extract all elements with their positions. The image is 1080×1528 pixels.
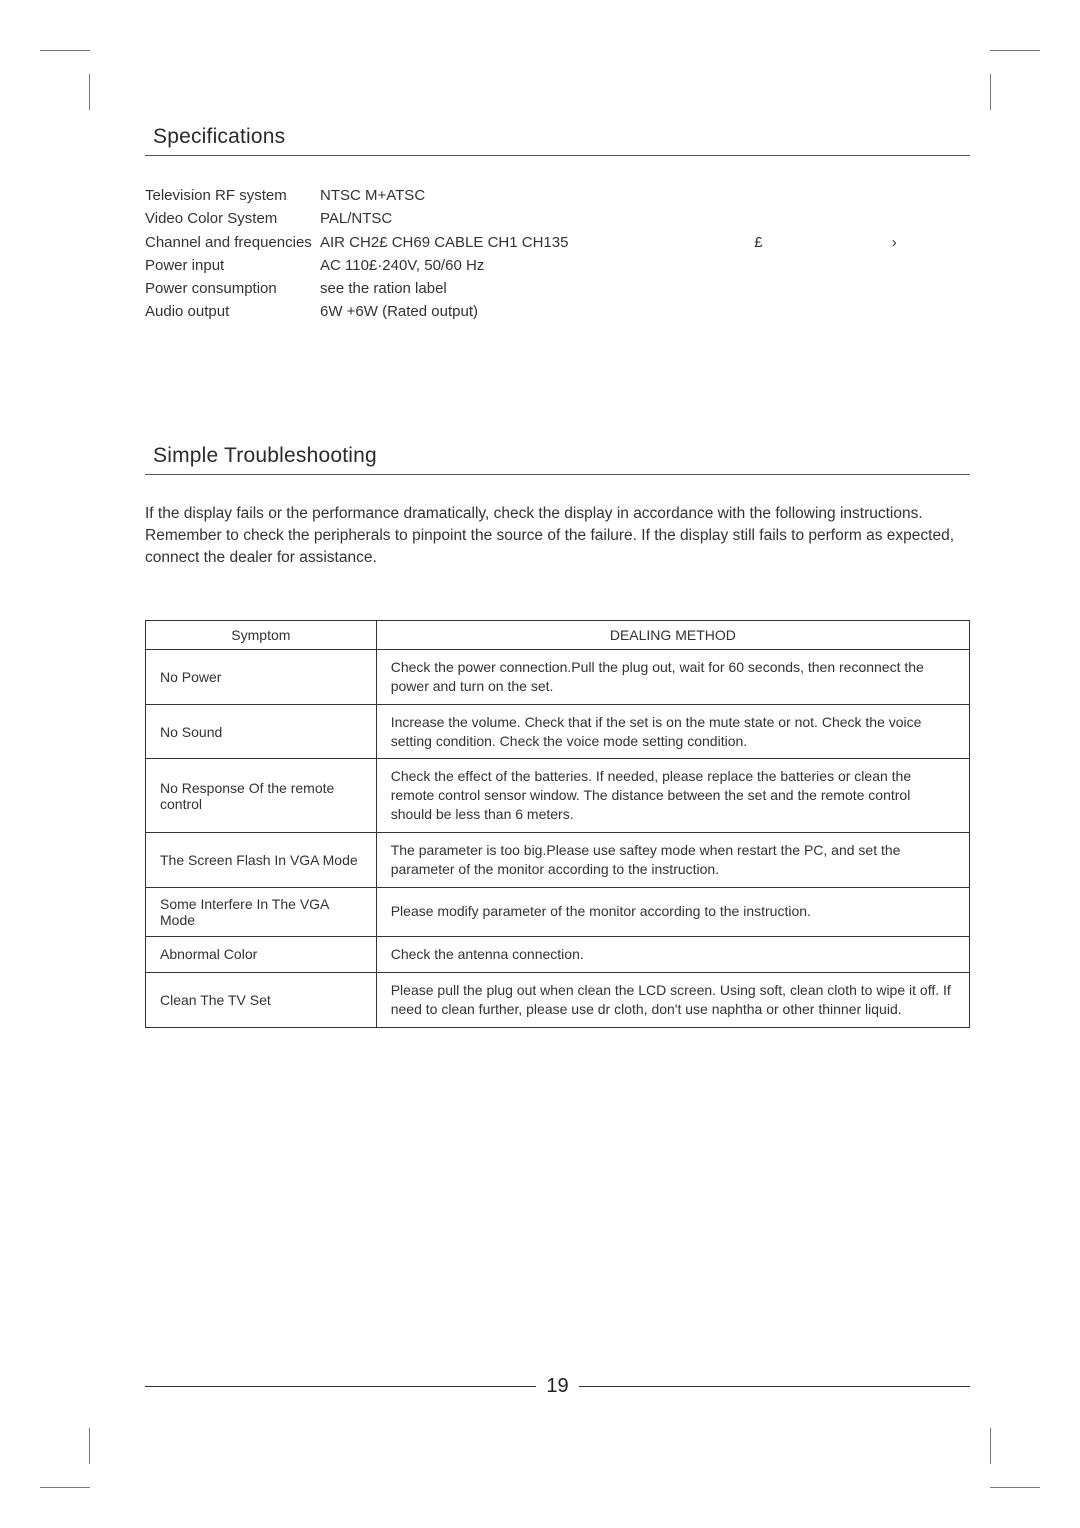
spec-row: Audio output 6W +6W (Rated output): [145, 300, 970, 323]
crop-mark-bottom-left: [30, 1428, 90, 1488]
spec-value: see the ration label: [320, 277, 970, 300]
method-cell: Increase the volume. Check that if the s…: [376, 704, 969, 759]
method-cell: The parameter is too big.Please use saft…: [376, 833, 969, 888]
spec-value-text: AIR CH2£ CH69 CABLE CH1 CH135: [320, 234, 568, 251]
symptom-cell: No Sound: [146, 704, 377, 759]
crop-mark-top-right: [990, 50, 1050, 110]
table-row: Abnormal Color Check the antenna connect…: [146, 936, 970, 972]
spec-row: Channel and frequencies AIR CH2£ CH69 CA…: [145, 231, 970, 254]
table-row: The Screen Flash In VGA Mode The paramet…: [146, 833, 970, 888]
page-content: Specifications Television RF system NTSC…: [145, 125, 970, 1398]
method-cell: Please pull the plug out when clean the …: [376, 972, 969, 1027]
spec-label: Audio output: [145, 300, 320, 323]
table-row: No Sound Increase the volume. Check that…: [146, 704, 970, 759]
method-cell: Check the effect of the batteries. If ne…: [376, 759, 969, 833]
spec-value: AIR CH2£ CH69 CABLE CH1 CH135 £ ›: [320, 231, 970, 254]
symptom-cell: No Response Of the remote control: [146, 759, 377, 833]
spec-extra-symbol: £: [573, 231, 763, 254]
spec-value: AC 110£·240V, 50/60 Hz: [320, 254, 970, 277]
spec-value: 6W +6W (Rated output): [320, 300, 970, 323]
table-head-row: Symptom DEALING METHOD: [146, 620, 970, 649]
symptom-cell: Abnormal Color: [146, 936, 377, 972]
spec-label: Video Color System: [145, 207, 320, 230]
method-cell: Check the antenna connection.: [376, 936, 969, 972]
spec-label: Television RF system: [145, 184, 320, 207]
symptom-cell: Some Interfere In The VGA Mode: [146, 887, 377, 936]
spec-row: Power input AC 110£·240V, 50/60 Hz: [145, 254, 970, 277]
page-number: 19: [536, 1375, 578, 1398]
specifications-block: Television RF system NTSC M+ATSC Video C…: [145, 184, 970, 324]
spec-label: Power input: [145, 254, 320, 277]
troubleshooting-intro: If the display fails or the performance …: [145, 503, 970, 570]
method-cell: Please modify parameter of the monitor a…: [376, 887, 969, 936]
troubleshooting-table: Symptom DEALING METHOD No Power Check th…: [145, 620, 970, 1028]
crop-mark-bottom-right: [990, 1428, 1050, 1488]
spec-value: NTSC M+ATSC: [320, 184, 970, 207]
spec-row: Television RF system NTSC M+ATSC: [145, 184, 970, 207]
spec-row: Power consumption see the ration label: [145, 277, 970, 300]
footer-rule-left: [145, 1386, 536, 1387]
section-title-troubleshooting: Simple Troubleshooting: [145, 444, 970, 475]
spec-row: Video Color System PAL/NTSC: [145, 207, 970, 230]
spec-extra-symbol: ›: [767, 231, 897, 254]
section-title-specifications: Specifications: [145, 125, 970, 156]
spec-value: PAL/NTSC: [320, 207, 970, 230]
method-cell: Check the power connection.Pull the plug…: [376, 649, 969, 704]
table-head-symptom: Symptom: [146, 620, 377, 649]
page-footer: 19: [145, 1375, 970, 1398]
crop-mark-top-left: [30, 50, 90, 110]
symptom-cell: No Power: [146, 649, 377, 704]
symptom-cell: The Screen Flash In VGA Mode: [146, 833, 377, 888]
spec-label: Power consumption: [145, 277, 320, 300]
table-row: No Power Check the power connection.Pull…: [146, 649, 970, 704]
table-row: Some Interfere In The VGA Mode Please mo…: [146, 887, 970, 936]
table-row: No Response Of the remote control Check …: [146, 759, 970, 833]
table-head-method: DEALING METHOD: [376, 620, 969, 649]
table-row: Clean The TV Set Please pull the plug ou…: [146, 972, 970, 1027]
spec-label: Channel and frequencies: [145, 231, 320, 254]
footer-rule-right: [579, 1386, 970, 1387]
symptom-cell: Clean The TV Set: [146, 972, 377, 1027]
